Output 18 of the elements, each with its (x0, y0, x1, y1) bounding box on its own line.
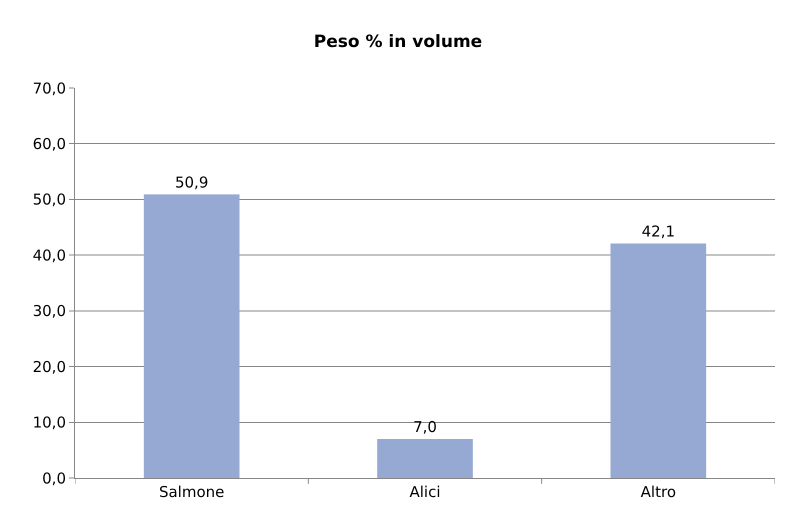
y-tick-label: 0,0 (42, 469, 66, 488)
y-tick-label: 20,0 (32, 358, 66, 376)
y-tick-label: 40,0 (32, 246, 66, 264)
y-tick-label: 60,0 (32, 134, 66, 153)
y-tick-label: 10,0 (32, 414, 66, 432)
x-tick-label: Salmone (158, 483, 224, 501)
bar (610, 243, 706, 478)
x-tick-label: Alici (409, 483, 441, 501)
y-tick-label: 30,0 (32, 302, 66, 320)
y-tick-label: 50,0 (32, 190, 66, 209)
bar (144, 194, 240, 478)
chart-title: Peso % in volume (314, 32, 482, 52)
bar (377, 439, 473, 478)
data-label: 42,1 (642, 222, 676, 240)
data-label: 7,0 (413, 418, 437, 436)
x-tick-label: Altro (640, 483, 676, 501)
data-label: 50,9 (174, 173, 208, 192)
y-tick-label: 70,0 (32, 79, 66, 98)
